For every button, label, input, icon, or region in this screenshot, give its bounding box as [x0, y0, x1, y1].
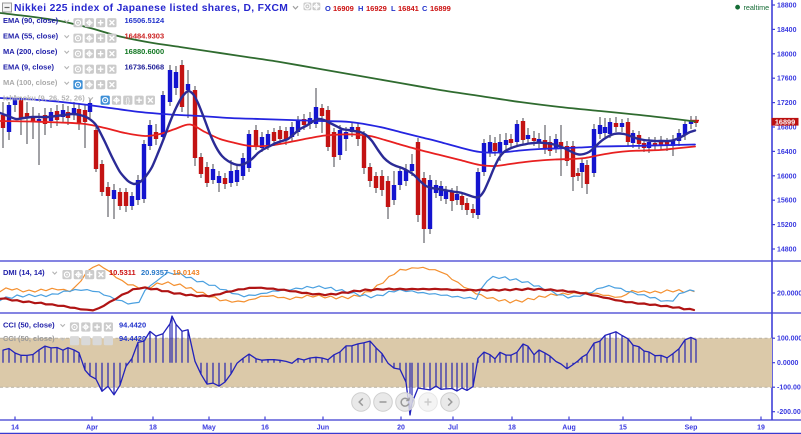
svg-text:18400: 18400 — [777, 27, 797, 34]
svg-text:DMI (14, 14): DMI (14, 14) — [3, 268, 45, 277]
svg-text:17600: 17600 — [777, 76, 797, 83]
svg-text:Sep: Sep — [685, 425, 698, 432]
svg-text:-100.00: -100.00 — [777, 385, 801, 392]
svg-text:16800: 16800 — [777, 125, 797, 132]
svg-text:16400: 16400 — [777, 149, 797, 156]
svg-text:Jul: Jul — [448, 425, 458, 432]
svg-text:15200: 15200 — [777, 222, 797, 229]
svg-text:Apr: Apr — [86, 425, 98, 432]
svg-text:20.0000: 20.0000 — [777, 291, 801, 298]
svg-text:EMA (9, close): EMA (9, close) — [3, 63, 54, 72]
svg-text:May: May — [202, 425, 216, 432]
svg-text:16000: 16000 — [777, 173, 797, 180]
svg-text:O: O — [325, 4, 331, 13]
svg-text:Jun: Jun — [317, 425, 329, 432]
svg-text:14: 14 — [11, 425, 19, 432]
svg-text:16506.5124: 16506.5124 — [125, 16, 165, 25]
svg-text:CCI (50, close): CCI (50, close) — [3, 334, 55, 343]
svg-text:94.4420: 94.4420 — [119, 334, 146, 343]
svg-text:L: L — [391, 4, 396, 13]
svg-text:-200.00: -200.00 — [777, 409, 801, 416]
svg-text:18800: 18800 — [777, 3, 797, 10]
svg-text:{}: {} — [125, 98, 130, 105]
svg-text:16899: 16899 — [430, 4, 451, 13]
svg-text:Ichimoku (9, 26, 52, 26): Ichimoku (9, 26, 52, 26) — [3, 94, 85, 103]
svg-text:16841: 16841 — [398, 4, 419, 13]
svg-text:0.0000: 0.0000 — [777, 360, 799, 367]
svg-text:16736.5068: 16736.5068 — [125, 63, 165, 72]
svg-text:10.5311: 10.5311 — [109, 268, 136, 277]
svg-text:CCI (50, close): CCI (50, close) — [3, 320, 55, 329]
svg-text:18: 18 — [149, 425, 157, 432]
svg-text:H: H — [358, 4, 363, 13]
svg-text:Aug: Aug — [562, 425, 576, 432]
svg-text:20.9357: 20.9357 — [141, 268, 168, 277]
svg-text:16899: 16899 — [775, 117, 795, 126]
svg-text:MA (200, close): MA (200, close) — [3, 47, 58, 56]
svg-text:17200: 17200 — [777, 100, 797, 107]
svg-text:16484.9303: 16484.9303 — [125, 32, 165, 41]
svg-text:19.0143: 19.0143 — [173, 268, 200, 277]
svg-text:20: 20 — [397, 425, 405, 432]
svg-text:18: 18 — [508, 425, 516, 432]
svg-text:realtime: realtime — [744, 3, 770, 12]
svg-text:16880.6000: 16880.6000 — [125, 47, 165, 56]
svg-text:C: C — [422, 4, 428, 13]
svg-text:94.4420: 94.4420 — [119, 320, 146, 329]
svg-text:18000: 18000 — [777, 51, 797, 58]
svg-text:Nikkei 225 index of Japanese l: Nikkei 225 index of Japanese listed shar… — [14, 3, 288, 14]
svg-text:MA (100, close): MA (100, close) — [3, 78, 58, 87]
svg-text:15: 15 — [619, 425, 627, 432]
svg-text:15600: 15600 — [777, 198, 797, 205]
svg-text:19: 19 — [757, 425, 765, 432]
svg-text:100.000: 100.000 — [777, 336, 801, 343]
svg-text:14800: 14800 — [777, 247, 797, 254]
svg-text:EMA (55, close): EMA (55, close) — [3, 32, 59, 41]
svg-text:16909: 16909 — [333, 4, 354, 13]
svg-text:16: 16 — [261, 425, 269, 432]
svg-text:EMA (90, close): EMA (90, close) — [3, 16, 59, 25]
svg-text:16929: 16929 — [366, 4, 387, 13]
